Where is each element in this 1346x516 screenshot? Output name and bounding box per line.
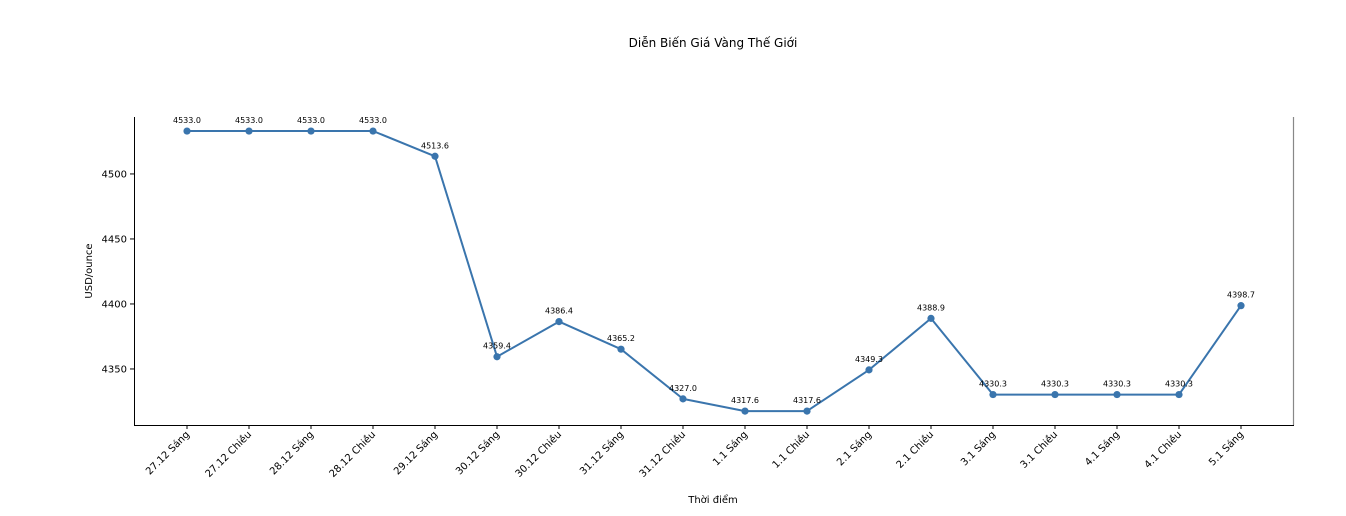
x-tick-label: 5.1 Sáng bbox=[1206, 429, 1246, 469]
x-tick-label: 2.1 Sáng bbox=[834, 429, 874, 469]
y-axis-ticks: 4350 4400 4450 4500 bbox=[102, 169, 134, 375]
data-point-label: 4533.0 bbox=[173, 116, 201, 125]
data-point-label: 4386.4 bbox=[545, 307, 573, 316]
data-point bbox=[1175, 390, 1183, 399]
data-point-label: 4317.6 bbox=[731, 396, 759, 405]
data-point bbox=[245, 127, 253, 135]
y-tick-label: 4400 bbox=[102, 299, 127, 310]
chart-title: Diễn Biến Giá Vàng Thế Giới bbox=[629, 36, 798, 50]
x-axis-ticks: 27.12 Sáng 27.12 Chiều 28.12 Sáng 28.12 Chi… bbox=[143, 425, 1246, 480]
data-point-label: 4388.9 bbox=[917, 303, 945, 312]
data-point-label: 4365.2 bbox=[607, 334, 635, 343]
data-point bbox=[1113, 390, 1121, 399]
data-point bbox=[1237, 302, 1245, 310]
data-point bbox=[865, 366, 873, 374]
data-markers bbox=[183, 127, 1245, 415]
y-axis-label: USD/ounce bbox=[84, 243, 95, 298]
x-tick-label: 27.12 Sáng bbox=[143, 429, 192, 478]
data-point bbox=[369, 127, 377, 135]
x-tick-label: 3.1 Sáng bbox=[958, 429, 998, 469]
y-tick-label: 4350 bbox=[102, 364, 127, 375]
x-tick-label: 30.12 Chiều bbox=[513, 429, 564, 480]
data-point-label: 4330.3 bbox=[979, 380, 1007, 389]
x-tick-label: 28.12 Sáng bbox=[267, 429, 316, 478]
x-tick-label: 4.1 Chiều bbox=[1142, 429, 1184, 471]
data-point bbox=[307, 127, 315, 135]
data-point-label: 4359.4 bbox=[483, 342, 511, 351]
y-tick-label: 4450 bbox=[102, 234, 127, 245]
data-point-label: 4533.0 bbox=[359, 116, 387, 125]
series-usd-ounce: 4533.0 4533.0 4533.0 4533.0 4513.6 4359.4 4386… bbox=[173, 116, 1255, 415]
data-point-label: 4398.7 bbox=[1227, 291, 1255, 300]
x-tick-label: 31.12 Sáng bbox=[577, 429, 626, 478]
data-labels: 4533.0 4533.0 4533.0 4533.0 4513.6 4359.4 4386… bbox=[173, 116, 1255, 405]
x-tick-label: 1.1 Sáng bbox=[710, 429, 750, 469]
data-point bbox=[989, 390, 997, 399]
x-tick-label: 3.1 Chiều bbox=[1018, 429, 1060, 471]
data-point-label: 4330.3 bbox=[1103, 380, 1131, 389]
data-point-label: 4513.6 bbox=[421, 141, 449, 150]
data-point bbox=[431, 152, 439, 160]
data-point-label: 4533.0 bbox=[297, 116, 325, 125]
data-point bbox=[741, 407, 749, 415]
data-point-label: 4349.3 bbox=[855, 355, 883, 364]
price-line bbox=[187, 130, 1242, 413]
data-point bbox=[183, 127, 191, 135]
plot-area bbox=[134, 117, 1295, 426]
data-point-label: 4533.0 bbox=[235, 116, 263, 125]
data-point bbox=[803, 407, 811, 415]
data-point bbox=[617, 345, 625, 353]
x-tick-label: 31.12 Chiều bbox=[637, 429, 688, 480]
data-point bbox=[555, 318, 563, 326]
x-tick-label: 29.12 Sáng bbox=[391, 429, 440, 478]
data-point bbox=[679, 395, 687, 403]
x-axis-label: Thời điểm bbox=[687, 493, 738, 506]
data-point-label: 4330.3 bbox=[1165, 380, 1193, 389]
x-tick-label: 2.1 Chiều bbox=[894, 429, 936, 471]
x-tick-label: 1.1 Chiều bbox=[770, 429, 812, 471]
data-point bbox=[493, 353, 501, 361]
data-point-label: 4317.6 bbox=[793, 396, 821, 405]
data-point bbox=[927, 314, 935, 322]
data-point bbox=[1051, 390, 1059, 399]
y-tick-label: 4500 bbox=[102, 169, 127, 180]
x-tick-label: 4.1 Sáng bbox=[1082, 429, 1122, 469]
x-tick-label: 27.12 Chiều bbox=[203, 429, 254, 480]
data-point-label: 4327.0 bbox=[669, 384, 697, 393]
data-point-label: 4330.3 bbox=[1041, 380, 1069, 389]
x-tick-label: 30.12 Sáng bbox=[453, 429, 502, 478]
x-tick-label: 28.12 Chiều bbox=[327, 429, 378, 480]
